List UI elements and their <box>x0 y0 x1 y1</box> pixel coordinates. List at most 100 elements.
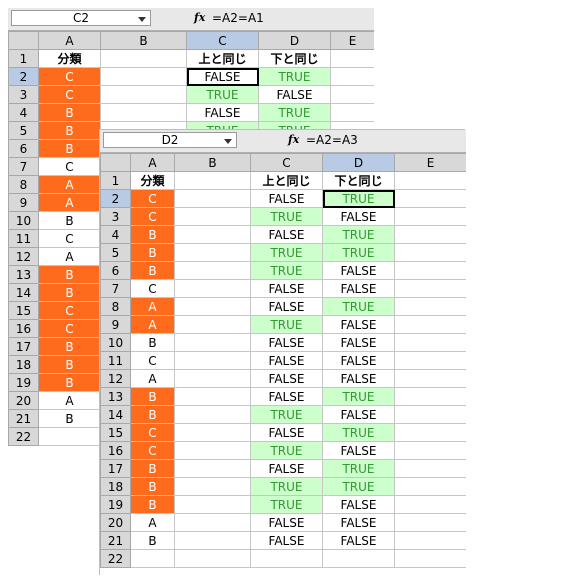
cell-a1[interactable]: 分類 <box>130 171 175 190</box>
cell-a2[interactable]: C <box>38 67 101 86</box>
row-header[interactable]: 9 <box>8 193 39 212</box>
row-header[interactable]: 1 <box>100 171 131 190</box>
cell-b11[interactable] <box>174 351 251 370</box>
cell-a15[interactable]: C <box>130 423 175 442</box>
row-header[interactable]: 21 <box>100 531 131 550</box>
row-header[interactable]: 2 <box>100 189 131 208</box>
cell-a21[interactable]: B <box>38 409 101 428</box>
cell-c12[interactable]: FALSE <box>250 369 323 388</box>
cell-d7[interactable]: FALSE <box>322 279 395 298</box>
cell-b18[interactable] <box>174 477 251 496</box>
row-header[interactable]: 15 <box>8 301 39 320</box>
row-header[interactable]: 13 <box>100 387 131 406</box>
cell-d5[interactable]: TRUE <box>322 243 395 262</box>
cell-d4[interactable]: TRUE <box>322 225 395 244</box>
cell-c15[interactable]: FALSE <box>250 423 323 442</box>
cell-a17[interactable]: B <box>130 459 175 478</box>
formula-input[interactable]: =A2=A1 <box>212 11 264 25</box>
cell-c13[interactable]: FALSE <box>250 387 323 406</box>
cell-a1[interactable]: 分類 <box>38 49 101 68</box>
cell-c1[interactable]: 上と同じ <box>250 171 323 190</box>
cell-e11[interactable] <box>394 351 466 370</box>
cell-d14[interactable]: FALSE <box>322 405 395 424</box>
row-header[interactable]: 3 <box>100 207 131 226</box>
cell-b13[interactable] <box>174 387 251 406</box>
fx-icon[interactable]: fx <box>288 133 300 146</box>
cell-a16[interactable]: C <box>38 319 101 338</box>
cell-e13[interactable] <box>394 387 466 406</box>
cell-a4[interactable]: B <box>38 103 101 122</box>
row-header[interactable]: 8 <box>8 175 39 194</box>
row-header[interactable]: 6 <box>8 139 39 158</box>
cell-c17[interactable]: FALSE <box>250 459 323 478</box>
cell-c5[interactable]: TRUE <box>250 243 323 262</box>
cell-a14[interactable]: B <box>38 283 101 302</box>
cell-e19[interactable] <box>394 495 466 514</box>
row-header[interactable]: 7 <box>100 279 131 298</box>
row-header[interactable]: 8 <box>100 297 131 316</box>
row-header[interactable]: 14 <box>100 405 131 424</box>
cell-b6[interactable] <box>174 261 251 280</box>
cell-a5[interactable]: B <box>130 243 175 262</box>
cell-c3[interactable]: TRUE <box>250 207 323 226</box>
cell-c4[interactable]: FALSE <box>186 103 259 122</box>
cell-d11[interactable]: FALSE <box>322 351 395 370</box>
cell-a11[interactable]: C <box>38 229 101 248</box>
cell-c10[interactable]: FALSE <box>250 333 323 352</box>
cell-e20[interactable] <box>394 513 466 532</box>
cell-b22[interactable] <box>174 549 251 568</box>
cell-a13[interactable]: B <box>130 387 175 406</box>
cell-a20[interactable]: A <box>130 513 175 532</box>
row-header[interactable]: 15 <box>100 423 131 442</box>
cell-a12[interactable]: A <box>38 247 101 266</box>
cell-a21[interactable]: B <box>130 531 175 550</box>
row-header[interactable]: 4 <box>8 103 39 122</box>
cell-a20[interactable]: A <box>38 391 101 410</box>
cell-a4[interactable]: B <box>130 225 175 244</box>
cell-e7[interactable] <box>394 279 466 298</box>
row-header[interactable]: 10 <box>8 211 39 230</box>
cell-c1[interactable]: 上と同じ <box>186 49 259 68</box>
column-header-c[interactable]: C <box>250 153 323 172</box>
cell-e1[interactable] <box>394 171 466 190</box>
cell-a10[interactable]: B <box>130 333 175 352</box>
column-header-a[interactable]: A <box>130 153 175 172</box>
cell-b1[interactable] <box>174 171 251 190</box>
cell-a9[interactable]: A <box>130 315 175 334</box>
row-header[interactable]: 5 <box>100 243 131 262</box>
select-all-corner[interactable] <box>8 31 39 50</box>
column-header-c[interactable]: C <box>186 31 259 50</box>
row-header[interactable]: 20 <box>100 513 131 532</box>
cell-d20[interactable]: FALSE <box>322 513 395 532</box>
row-header[interactable]: 1 <box>8 49 39 68</box>
row-header[interactable]: 12 <box>8 247 39 266</box>
cell-a11[interactable]: C <box>130 351 175 370</box>
cell-d2[interactable]: TRUE <box>322 189 395 208</box>
cell-e5[interactable] <box>394 243 466 262</box>
cell-a10[interactable]: B <box>38 211 101 230</box>
row-header[interactable]: 16 <box>8 319 39 338</box>
row-header[interactable]: 4 <box>100 225 131 244</box>
row-header[interactable]: 22 <box>8 427 39 446</box>
cell-c21[interactable]: FALSE <box>250 531 323 550</box>
cell-d15[interactable]: TRUE <box>322 423 395 442</box>
cell-b21[interactable] <box>174 531 251 550</box>
cell-e16[interactable] <box>394 441 466 460</box>
row-header[interactable]: 2 <box>8 67 39 86</box>
cell-e6[interactable] <box>394 261 466 280</box>
cell-c19[interactable]: TRUE <box>250 495 323 514</box>
cell-d10[interactable]: FALSE <box>322 333 395 352</box>
cell-b4[interactable] <box>100 103 187 122</box>
cell-e17[interactable] <box>394 459 466 478</box>
cell-d18[interactable]: TRUE <box>322 477 395 496</box>
cell-b3[interactable] <box>100 85 187 104</box>
cell-a7[interactable]: C <box>38 157 101 176</box>
row-header[interactable]: 7 <box>8 157 39 176</box>
column-header-e[interactable]: E <box>394 153 466 172</box>
row-header[interactable]: 13 <box>8 265 39 284</box>
cell-c2[interactable]: FALSE <box>250 189 323 208</box>
cell-c9[interactable]: TRUE <box>250 315 323 334</box>
row-header[interactable]: 17 <box>100 459 131 478</box>
row-header[interactable]: 3 <box>8 85 39 104</box>
cell-b4[interactable] <box>174 225 251 244</box>
